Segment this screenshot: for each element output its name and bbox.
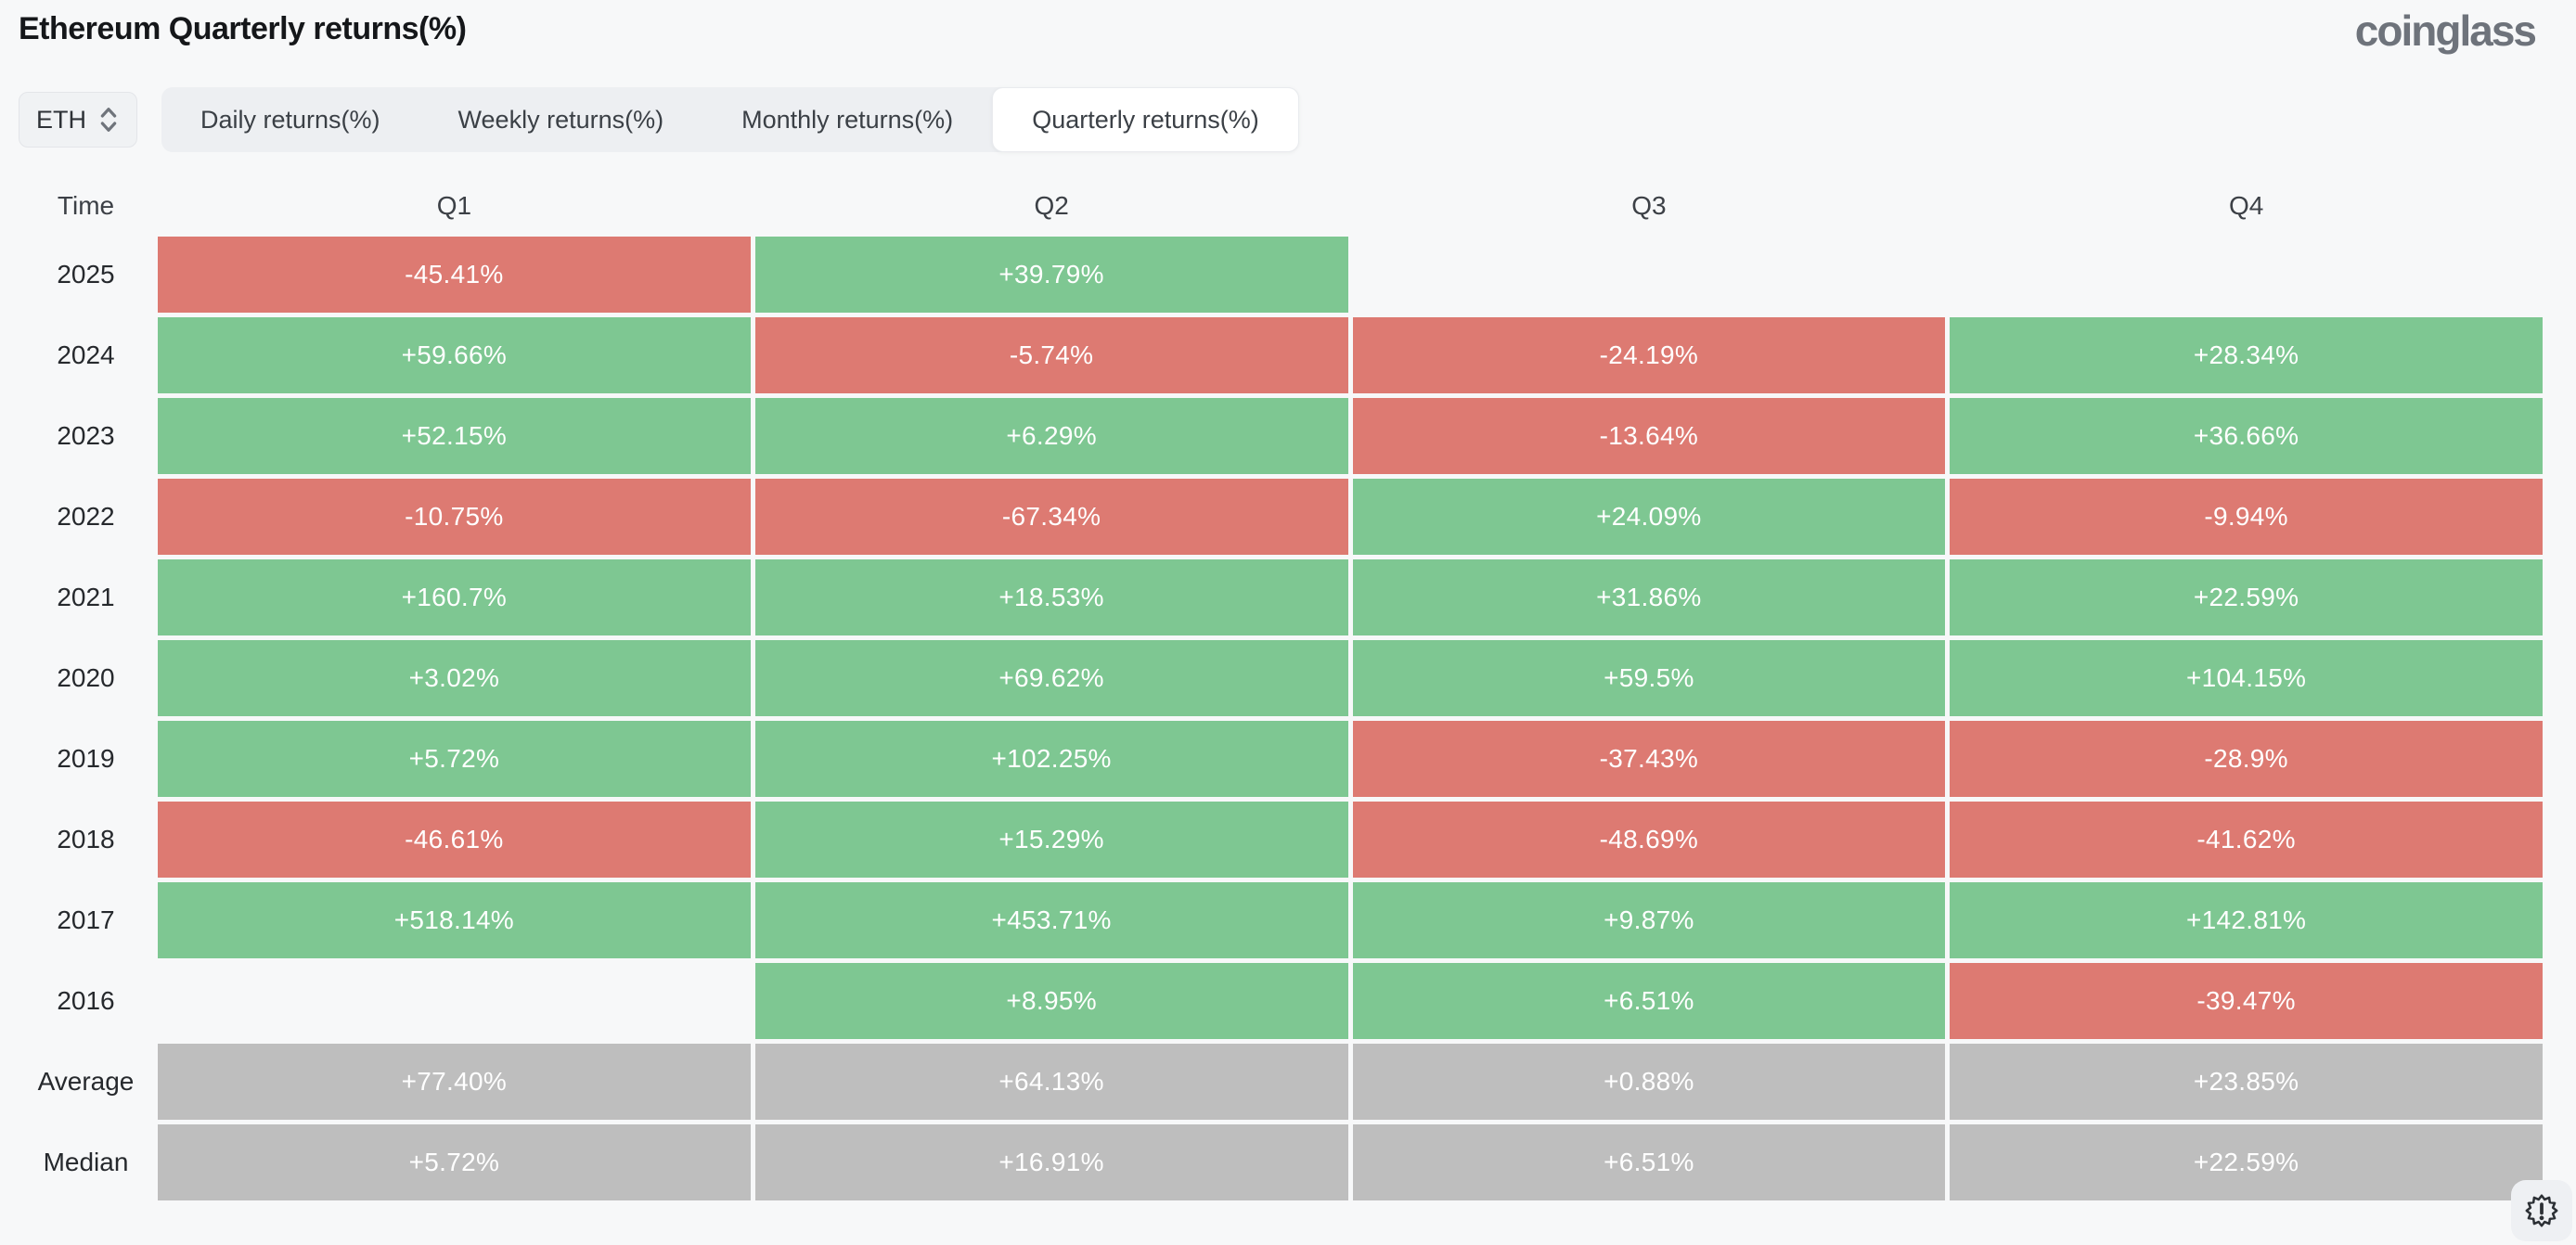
return-cell: +9.87% — [1352, 882, 1946, 958]
return-cell: -39.47% — [1950, 963, 2543, 1039]
empty-cell — [1353, 237, 1946, 313]
return-cell: +102.25% — [754, 721, 1348, 797]
return-cell: +16.91% — [754, 1124, 1348, 1200]
returns-table: Time Q1 Q2 Q3 Q4 2025 -45.41% +39.79% 2024 +59.66… — [19, 180, 2543, 1200]
coin-selector[interactable]: ETH — [19, 92, 137, 148]
empty-cell — [1950, 237, 2543, 313]
alert-badge-button[interactable] — [2511, 1180, 2572, 1241]
return-cell: -10.75% — [158, 479, 751, 555]
return-cell: +453.71% — [754, 882, 1348, 958]
return-cell: -37.43% — [1352, 721, 1946, 797]
return-cell: -46.61% — [158, 802, 751, 878]
tab-quarterly-returns[interactable]: Quarterly returns(%) — [992, 87, 1299, 152]
return-cell: +28.34% — [1950, 317, 2543, 393]
row-label-2024: 2024 — [57, 340, 115, 369]
return-cell: +8.95% — [754, 963, 1348, 1039]
row-label-median: Median — [43, 1148, 129, 1176]
row-label-2017: 2017 — [57, 905, 115, 934]
tab-weekly-returns[interactable]: Weekly returns(%) — [419, 87, 703, 152]
return-cell: +6.51% — [1352, 1124, 1946, 1200]
empty-cell — [158, 963, 751, 1039]
page-title: Ethereum Quarterly returns(%) — [19, 11, 467, 46]
return-cell: +0.88% — [1352, 1044, 1946, 1120]
return-cell: +36.66% — [1950, 398, 2543, 474]
row-label-2019: 2019 — [57, 744, 115, 773]
return-cell: -48.69% — [1352, 802, 1946, 878]
return-cell: +64.13% — [754, 1044, 1348, 1120]
return-cell: -24.19% — [1352, 317, 1946, 393]
column-header-q4: Q4 — [2228, 191, 2264, 220]
return-cell: -13.64% — [1352, 398, 1946, 474]
row-label-2016: 2016 — [57, 986, 115, 1015]
return-cell: +24.09% — [1352, 479, 1946, 555]
returns-period-tabs: Daily returns(%) Weekly returns(%) Monthly… — [161, 87, 1299, 152]
row-label-2025: 2025 — [57, 260, 115, 289]
row-label-average: Average — [37, 1067, 135, 1096]
return-cell: +5.72% — [158, 721, 751, 797]
controls-row: ETH Daily returns(%) Weekly returns(%) Mon… — [19, 87, 2576, 152]
return-cell: +518.14% — [158, 882, 751, 958]
return-cell: +3.02% — [158, 640, 751, 716]
return-cell: -28.9% — [1950, 721, 2543, 797]
topbar: Ethereum Quarterly returns(%) coinglass — [0, 0, 2576, 52]
return-cell: -45.41% — [158, 237, 751, 313]
return-cell: +39.79% — [754, 237, 1348, 313]
row-label-2022: 2022 — [57, 502, 115, 531]
return-cell: +77.40% — [158, 1044, 751, 1120]
return-cell: -9.94% — [1950, 479, 2543, 555]
row-label-2023: 2023 — [57, 421, 115, 450]
return-cell: +52.15% — [158, 398, 751, 474]
column-header-time: Time — [57, 191, 115, 220]
return-cell: +6.51% — [1352, 963, 1946, 1039]
return-cell: +160.7% — [158, 559, 751, 635]
coin-selector-value: ETH — [36, 105, 86, 134]
return-cell: -5.74% — [754, 317, 1348, 393]
return-cell: +59.5% — [1352, 640, 1946, 716]
row-label-2020: 2020 — [57, 663, 115, 692]
return-cell: -41.62% — [1950, 802, 2543, 878]
column-header-q2: Q2 — [1034, 191, 1069, 220]
seal-exclamation-icon — [2525, 1194, 2558, 1227]
return-cell: +6.29% — [754, 398, 1348, 474]
tab-daily-returns[interactable]: Daily returns(%) — [161, 87, 419, 152]
coinglass-logo: coinglass — [2354, 6, 2537, 55]
column-header-q1: Q1 — [436, 191, 472, 220]
row-label-2021: 2021 — [57, 583, 115, 611]
return-cell: +22.59% — [1950, 1124, 2543, 1200]
return-cell: +5.72% — [158, 1124, 751, 1200]
column-header-q3: Q3 — [1631, 191, 1667, 220]
return-cell: +142.81% — [1950, 882, 2543, 958]
return-cell: -67.34% — [754, 479, 1348, 555]
return-cell: +23.85% — [1950, 1044, 2543, 1120]
return-cell: +59.66% — [158, 317, 751, 393]
row-label-2018: 2018 — [57, 825, 115, 854]
chevron-up-down-icon — [97, 105, 120, 135]
tab-monthly-returns[interactable]: Monthly returns(%) — [702, 87, 992, 152]
return-cell: +18.53% — [754, 559, 1348, 635]
return-cell: +22.59% — [1950, 559, 2543, 635]
return-cell: +104.15% — [1950, 640, 2543, 716]
return-cell: +15.29% — [754, 802, 1348, 878]
return-cell: +69.62% — [754, 640, 1348, 716]
return-cell: +31.86% — [1352, 559, 1946, 635]
